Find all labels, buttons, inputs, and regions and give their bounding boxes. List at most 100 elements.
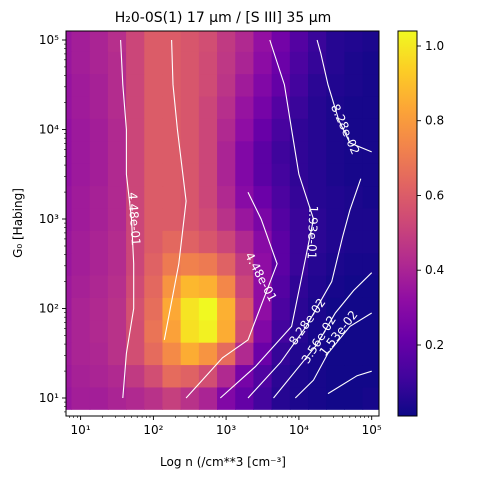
heatmap-cell [289, 140, 309, 164]
heatmap-cell [217, 51, 236, 75]
heatmap-cell [144, 163, 164, 187]
heatmap-cell [107, 342, 127, 366]
heatmap-cell [126, 95, 145, 119]
y-tick-label: 10⁵ [39, 33, 59, 47]
heatmap-cell [271, 118, 291, 142]
heatmap-cell [253, 342, 273, 366]
x-tick-label: 10¹ [71, 423, 91, 437]
heatmap-cell [66, 118, 73, 142]
heatmap-cell [162, 386, 182, 410]
heatmap-cell [308, 51, 327, 75]
y-axis-ticks: 10¹ 10² 10³ 10⁴ 10⁵ [39, 33, 66, 413]
heatmap-cell [144, 140, 164, 164]
heatmap-cell [198, 319, 218, 343]
heatmap-cell [89, 31, 109, 52]
heatmap-cell [362, 342, 379, 366]
heatmap-cell [217, 319, 236, 343]
heatmap-cell [144, 386, 164, 410]
heatmap-cell [180, 31, 200, 52]
heatmap-cell [107, 140, 127, 164]
heatmap-cell [66, 342, 73, 366]
heatmap-cell [235, 274, 255, 298]
heatmap-cell [198, 297, 218, 321]
heatmap-cell [235, 163, 255, 187]
heatmap-cell [344, 31, 364, 52]
heatmap-cell [271, 319, 291, 343]
heatmap-cell [271, 342, 291, 366]
heatmap-cell [126, 386, 145, 410]
heatmap-cell [66, 140, 73, 164]
heatmap-cell [89, 386, 109, 410]
heatmap-cell [235, 51, 255, 75]
heatmap-cell [198, 274, 218, 298]
heatmap-cell [71, 252, 91, 276]
heatmap-cell [144, 319, 164, 343]
heatmap-cell [180, 386, 200, 410]
heatmap-cell [271, 185, 291, 209]
heatmap-cell [362, 252, 379, 276]
heatmap-cell [362, 31, 379, 52]
heatmap-cell [362, 386, 379, 410]
heatmap-cell [253, 51, 273, 75]
heatmap-cell [107, 73, 127, 97]
heatmap-cell [308, 364, 327, 388]
heatmap-cell [344, 274, 364, 298]
heatmap-cell [180, 274, 200, 298]
heatmap-cell [89, 319, 109, 343]
heatmap-cell [271, 95, 291, 119]
heatmap-cell [198, 207, 218, 231]
y-axis-label: G₀ [Habing] [11, 188, 25, 258]
heatmap-cell [253, 118, 273, 142]
heatmap-cell [217, 252, 236, 276]
heatmap-cell [89, 185, 109, 209]
heatmap-cell [71, 95, 91, 119]
heatmap-cell [180, 319, 200, 343]
heatmap-cell [162, 297, 182, 321]
heatmap-cell [289, 118, 309, 142]
heatmap-cell [235, 140, 255, 164]
heatmap-cell [89, 342, 109, 366]
heatmap-cell [162, 207, 182, 231]
heatmap-cell [326, 364, 345, 388]
heatmap-cell [144, 31, 164, 52]
heatmap-cell [66, 31, 73, 52]
contour-lines [120, 39, 373, 399]
heatmap-cell [362, 140, 379, 164]
heatmap-cell [126, 230, 145, 254]
heatmap-cell [126, 140, 145, 164]
heatmap-cell [89, 140, 109, 164]
heatmap-cell [71, 297, 91, 321]
heatmap-cell [66, 319, 73, 343]
heatmap-cell [71, 73, 91, 97]
contour-line [294, 312, 372, 399]
heatmap-cell [66, 274, 73, 298]
heatmap-cell [289, 31, 309, 52]
heatmap-cell [107, 118, 127, 142]
heatmap-cell [235, 252, 255, 276]
heatmap-cell [66, 364, 73, 388]
heatmap-cell [344, 73, 364, 97]
heatmap-cell [89, 297, 109, 321]
heatmap-cell [362, 274, 379, 298]
heatmap-cell [198, 140, 218, 164]
heatmap-cell [253, 185, 273, 209]
heatmap-cell [180, 51, 200, 75]
heatmap-cell [271, 364, 291, 388]
heatmap-cell [344, 230, 364, 254]
heatmap-cell [107, 163, 127, 187]
heatmap-cell [144, 274, 164, 298]
heatmap-cell [198, 386, 218, 410]
heatmap-cell [326, 342, 345, 366]
heatmap-cell [180, 140, 200, 164]
heatmap-cell [362, 207, 379, 231]
heatmap-cell [326, 274, 345, 298]
heatmap-cell [126, 185, 145, 209]
heatmap-cell [180, 118, 200, 142]
heatmap-cell [144, 51, 164, 75]
heatmap-cell [198, 342, 218, 366]
heatmap-cell [308, 274, 327, 298]
heatmap-cell [162, 140, 182, 164]
heatmap-cell [217, 140, 236, 164]
heatmap-cell [180, 185, 200, 209]
x-axis-label: Log n (/cm**3 [cm⁻³] [160, 455, 286, 469]
